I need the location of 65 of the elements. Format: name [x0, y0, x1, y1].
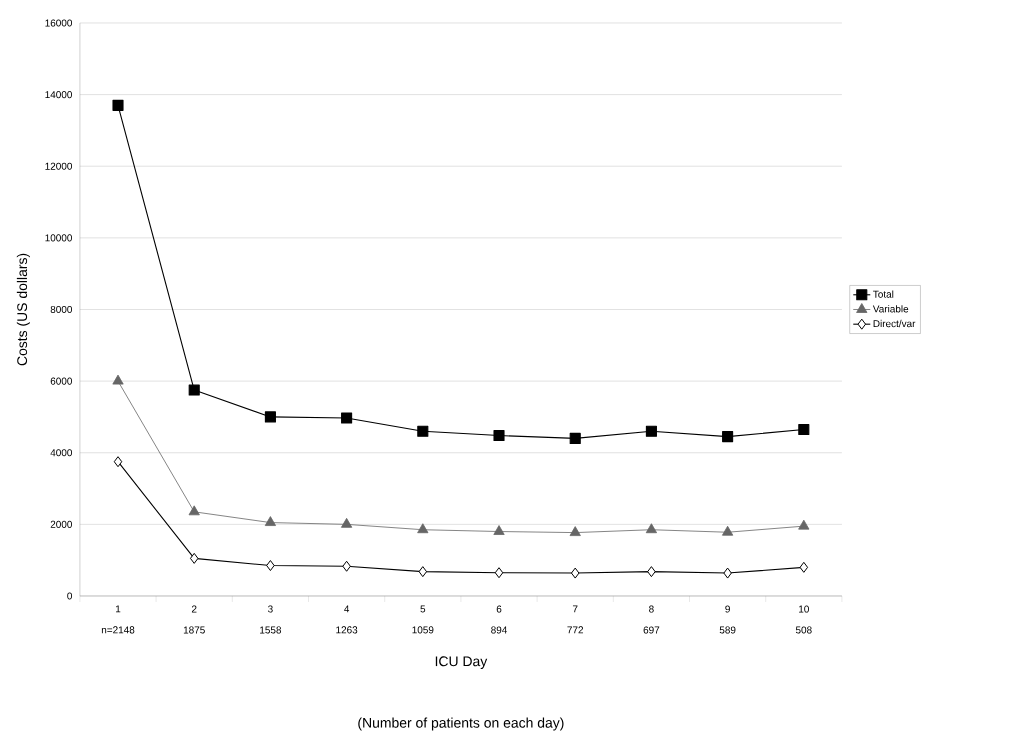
- point: [570, 567, 580, 579]
- point: [341, 517, 353, 528]
- point: [264, 411, 276, 423]
- y-tick-label: 2000: [50, 520, 72, 528]
- point: [723, 567, 732, 579]
- x-tick-label: 1: [116, 605, 121, 613]
- point: [647, 566, 656, 578]
- point: [493, 525, 505, 535]
- point: [112, 374, 124, 385]
- point: [418, 566, 428, 578]
- point: [799, 561, 809, 573]
- point: [494, 567, 504, 579]
- legend-label: Variable: [872, 305, 909, 313]
- point: [189, 552, 199, 564]
- point: [188, 505, 200, 516]
- x-axis-title: ICU Day: [435, 656, 488, 669]
- point: [188, 384, 200, 396]
- x-tick-label: 10: [799, 605, 809, 613]
- point: [798, 423, 810, 436]
- y-tick-label: 10000: [45, 234, 72, 242]
- text: 772: [567, 626, 584, 634]
- point: [569, 526, 581, 536]
- text: 508: [795, 626, 812, 634]
- y-tick-label: 0: [67, 592, 72, 600]
- point: [112, 99, 124, 111]
- point: [342, 560, 351, 572]
- text: 1059: [412, 626, 434, 634]
- point: [569, 432, 581, 444]
- point: [417, 425, 429, 437]
- text: 1263: [336, 626, 358, 634]
- x-tick-label: 4: [344, 605, 350, 613]
- point: [722, 525, 734, 536]
- text: 697: [643, 626, 660, 634]
- text: 589: [719, 626, 736, 634]
- text: (Number of patients on each day): [358, 717, 564, 731]
- point: [264, 516, 277, 526]
- text: n=2148: [101, 626, 135, 634]
- legend-label: Direct/var: [873, 319, 916, 328]
- point: [493, 429, 505, 442]
- text: 1558: [260, 626, 282, 634]
- point: [645, 425, 657, 437]
- y-tick-label: 8000: [50, 305, 72, 314]
- legend-label: Total: [873, 290, 894, 298]
- y-axis-title: Costs (US dollars): [16, 253, 30, 366]
- x-tick-label: 6: [496, 605, 502, 613]
- point: [266, 560, 275, 572]
- y-tick-label: 4000: [50, 449, 72, 457]
- x-tick-label: 9: [725, 605, 730, 613]
- point: [113, 456, 123, 468]
- point: [645, 523, 658, 534]
- text: 1875: [183, 626, 205, 634]
- y-tick-label: 12000: [45, 162, 72, 170]
- x-tick-label: 3: [268, 605, 273, 613]
- text: 894: [491, 626, 508, 634]
- y-tick-label: 6000: [50, 377, 72, 385]
- x-tick-label: 2: [191, 605, 197, 613]
- y-tick-label: 14000: [45, 91, 72, 99]
- point: [798, 519, 810, 530]
- x-tick-label: 8: [649, 605, 654, 613]
- y-tick-label: 16000: [45, 19, 72, 27]
- x-tick-label: 5: [420, 605, 426, 613]
- point: [417, 523, 429, 534]
- point: [341, 412, 353, 424]
- x-tick-label: 7: [572, 605, 578, 613]
- point: [722, 431, 734, 443]
